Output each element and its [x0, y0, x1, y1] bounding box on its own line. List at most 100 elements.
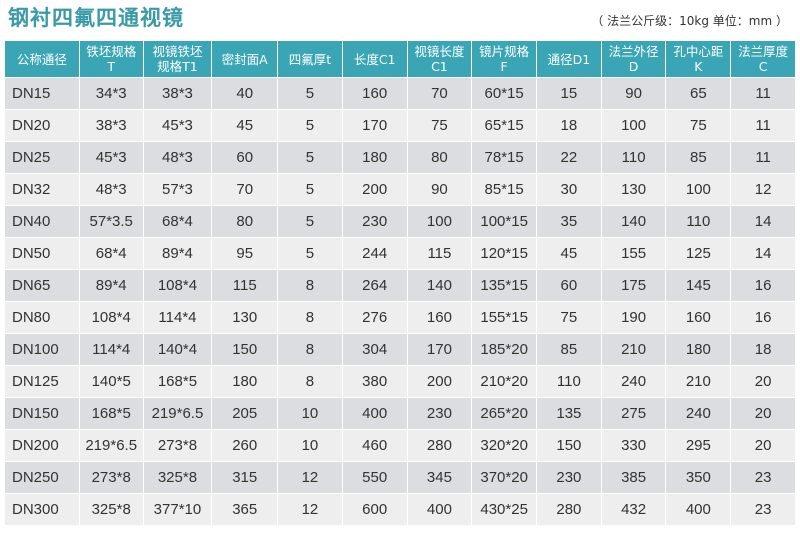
table-cell: 330	[600, 429, 667, 462]
column-header-line1: 法兰外径	[608, 44, 659, 59]
table-cell: 200	[406, 365, 473, 398]
table-cell: 15	[536, 77, 602, 110]
table-row: DN25 45*3 48*3 60 5 180 80 78*15 22 110 85 11	[4, 141, 796, 174]
column-header: 镜片规格 F	[471, 40, 538, 78]
table-cell: 100	[600, 109, 667, 142]
table-cell: 80	[406, 141, 473, 174]
table-cell: 170	[341, 109, 408, 142]
table-cell: 12	[277, 461, 343, 494]
nominal-diameter-cell: DN200	[4, 429, 80, 462]
table-cell: 16	[730, 301, 796, 334]
table-cell: 5	[277, 77, 343, 110]
table-cell: 85	[536, 333, 602, 366]
spec-table: 公称通径 铁坯规格 T 视镜铁坯 规格T1 密封面A 四氟厚t 长度C1 视镜长度 C1 镜片规格 F…	[4, 40, 796, 526]
table-cell: 16	[730, 269, 796, 302]
table-cell: 219*6.5	[78, 429, 144, 462]
table-row: DN150 168*5 219*6.5 205 10 400 230 265*20 135 275…	[4, 397, 796, 430]
table-cell: 108*4	[142, 269, 213, 302]
table-cell: 130	[600, 173, 667, 206]
column-header-line2: D	[628, 59, 639, 74]
table-cell: 180	[665, 333, 732, 366]
table-cell: 325*8	[78, 493, 144, 526]
table-cell: 22	[536, 141, 602, 174]
column-header: 视镜铁坯 规格T1	[142, 40, 213, 78]
table-cell: 100*15	[471, 205, 538, 238]
table-row: DN32 48*3 57*3 70 5 200 90 85*15 30 130 100 12	[4, 173, 796, 206]
column-header: 孔中心距 K	[665, 40, 732, 78]
table-cell: 20	[730, 429, 796, 462]
table-cell: 175	[600, 269, 667, 302]
table-cell: 150	[536, 429, 602, 462]
table-cell: 18	[730, 333, 796, 366]
table-cell: 264	[341, 269, 408, 302]
table-row: DN50 68*4 89*4 95 5 244 115 120*15 45 155 125 14	[4, 237, 796, 270]
table-cell: 200	[341, 173, 408, 206]
table-cell: 45	[536, 237, 602, 270]
table-cell: 145	[665, 269, 732, 302]
table-cell: 276	[341, 301, 408, 334]
column-header-line1: 长度C1	[353, 51, 396, 67]
table-cell: 90	[406, 173, 473, 206]
table-cell: 155*15	[471, 301, 538, 334]
column-header-line1: 密封面A	[221, 51, 268, 67]
table-cell: 130	[211, 301, 279, 334]
table-row: DN65 89*4 108*4 115 8 264 140 135*15 60 175 145 16	[4, 269, 796, 302]
table-cell: 320*20	[471, 429, 538, 462]
table-cell: 295	[665, 429, 732, 462]
table-cell: 18	[536, 109, 602, 142]
column-header: 密封面A	[211, 40, 279, 78]
nominal-diameter-cell: DN100	[4, 333, 80, 366]
table-cell: 185*20	[471, 333, 538, 366]
table-cell: 210	[665, 365, 732, 398]
table-cell: 304	[341, 333, 408, 366]
table-cell: 244	[341, 237, 408, 270]
table-cell: 432	[600, 493, 667, 526]
units-note: （ 法兰公斤级：10kg 单位：mm ）	[591, 14, 788, 28]
table-cell: 190	[600, 301, 667, 334]
nominal-diameter-cell: DN32	[4, 173, 80, 206]
table-cell: 380	[341, 365, 408, 398]
column-header-line2: C1	[431, 59, 448, 74]
table-cell: 135	[536, 397, 602, 430]
column-header: 法兰外径 D	[600, 40, 667, 78]
table-cell: 168*5	[142, 365, 213, 398]
nominal-diameter-cell: DN25	[4, 141, 80, 174]
table-cell: 23	[730, 493, 796, 526]
table-cell: 460	[341, 429, 408, 462]
table-cell: 170	[406, 333, 473, 366]
table-cell: 230	[406, 397, 473, 430]
table-cell: 140	[406, 269, 473, 302]
table-row: DN40 57*3.5 68*4 80 5 230 100 100*15 35 140 110 14	[4, 205, 796, 238]
table-cell: 95	[211, 237, 279, 270]
nominal-diameter-cell: DN80	[4, 301, 80, 334]
table-cell: 365	[211, 493, 279, 526]
column-header-line1: 视镜长度	[414, 44, 465, 59]
table-cell: 400	[406, 493, 473, 526]
table-cell: 110	[665, 205, 732, 238]
table-cell: 85*15	[471, 173, 538, 206]
table-cell: 160	[665, 301, 732, 334]
header-row: 公称通径 铁坯规格 T 视镜铁坯 规格T1 密封面A 四氟厚t 长度C1 视镜长度 C1 镜片规格 F…	[4, 40, 796, 78]
column-header: 视镜长度 C1	[406, 40, 473, 78]
table-cell: 70	[406, 77, 473, 110]
nominal-diameter-cell: DN125	[4, 365, 80, 398]
nominal-diameter-cell: DN150	[4, 397, 80, 430]
table-cell: 75	[665, 109, 732, 142]
table-cell: 115	[406, 237, 473, 270]
table-cell: 30	[536, 173, 602, 206]
table-cell: 350	[665, 461, 732, 494]
table-cell: 5	[277, 205, 343, 238]
table-cell: 14	[730, 237, 796, 270]
column-header: 公称通径	[4, 40, 80, 78]
table-cell: 45	[211, 109, 279, 142]
table-cell: 12	[277, 493, 343, 526]
table-cell: 23	[730, 461, 796, 494]
table-cell: 8	[277, 333, 343, 366]
column-header: 铁坯规格 T	[78, 40, 144, 78]
table-cell: 5	[277, 173, 343, 206]
table-row: DN300 325*8 377*10 365 12 600 400 430*25 280 432 4…	[4, 493, 796, 526]
nominal-diameter-cell: DN40	[4, 205, 80, 238]
table-cell: 89*4	[78, 269, 144, 302]
table-cell: 35	[536, 205, 602, 238]
table-cell: 108*4	[78, 301, 144, 334]
